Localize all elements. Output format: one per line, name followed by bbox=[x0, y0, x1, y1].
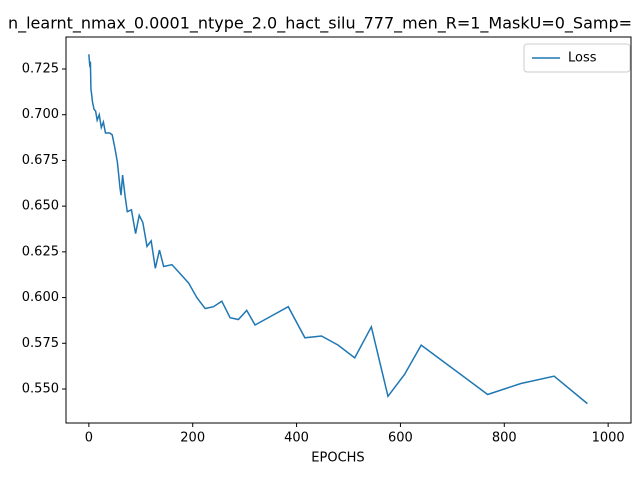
y-tick-label: 0.725 bbox=[22, 61, 59, 76]
legend-label: Loss bbox=[568, 51, 597, 66]
loss-line bbox=[88, 54, 588, 405]
plot-frame bbox=[65, 36, 632, 424]
legend-box bbox=[523, 43, 631, 73]
x-tick-label: 200 bbox=[180, 431, 205, 446]
x-tick-label: 0 bbox=[85, 431, 93, 446]
x-tick-label: 800 bbox=[492, 431, 517, 446]
y-tick-label: 0.600 bbox=[22, 290, 59, 305]
y-tick-label: 0.625 bbox=[22, 244, 59, 259]
y-tick-label: 0.575 bbox=[22, 336, 59, 351]
y-tick-label: 0.650 bbox=[22, 199, 59, 214]
y-tick-label: 0.675 bbox=[22, 153, 59, 168]
x-axis-label: EPOCHS bbox=[311, 451, 364, 466]
y-tick-label: 0.550 bbox=[22, 381, 59, 396]
y-tick-label: 0.700 bbox=[22, 107, 59, 122]
x-tick-label: 600 bbox=[388, 431, 413, 446]
x-tick-label: 400 bbox=[284, 431, 309, 446]
chart-title: n_learnt_nmax_0.0001_ntype_2.0_hact_silu… bbox=[8, 14, 632, 34]
x-tick-label: 1000 bbox=[592, 431, 625, 446]
